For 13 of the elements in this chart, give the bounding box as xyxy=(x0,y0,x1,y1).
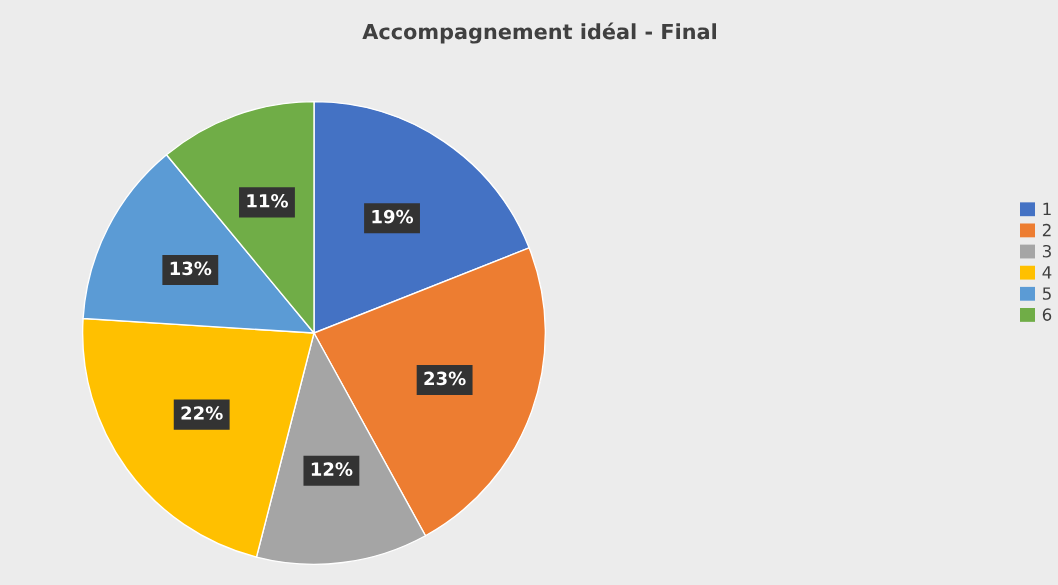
legend-label: 2 xyxy=(1042,223,1051,237)
legend-label: 6 xyxy=(1042,308,1052,321)
data-label: 22% xyxy=(181,406,223,420)
legend-label: 5 xyxy=(1042,287,1051,300)
data-label: 12% xyxy=(311,462,353,476)
legend-label: 3 xyxy=(1042,244,1051,258)
legend-label: 1 xyxy=(1043,202,1051,216)
data-label: 13% xyxy=(170,261,212,276)
data-label: 23% xyxy=(424,371,466,386)
data-label: 19% xyxy=(372,209,414,224)
data-label: 11% xyxy=(247,193,289,208)
chart-title: Accompagnement idéal - Final xyxy=(362,22,716,44)
legend-label: 4 xyxy=(1042,266,1052,279)
